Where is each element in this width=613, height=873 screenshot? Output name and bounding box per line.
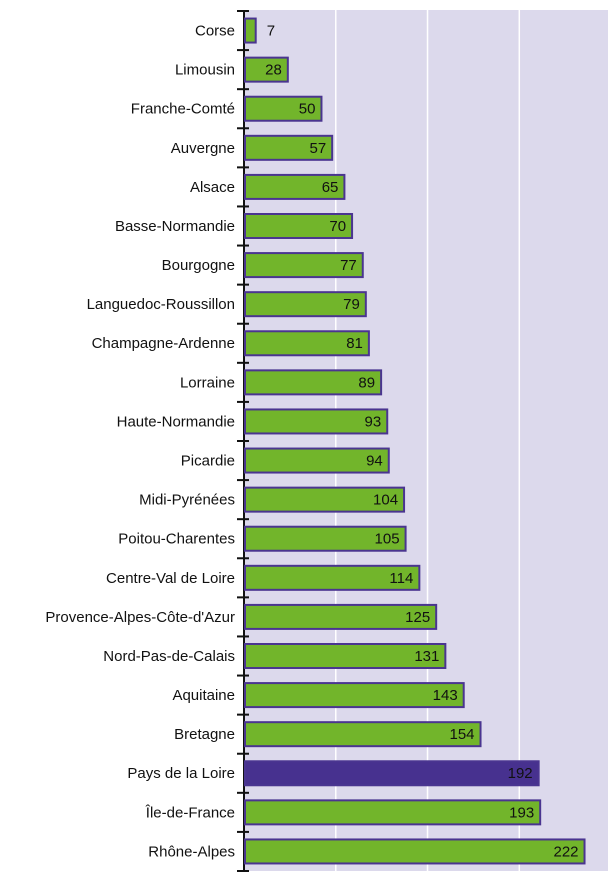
value-label: 94 xyxy=(366,453,383,470)
y-tick-label: Pays de la Loire xyxy=(127,765,235,782)
bar xyxy=(244,56,289,83)
y-tick-label: Bourgogne xyxy=(162,257,235,274)
value-label: 193 xyxy=(509,804,534,821)
y-tick-label: Languedoc-Roussillon xyxy=(87,296,235,313)
value-label: 131 xyxy=(414,648,439,665)
value-label: 50 xyxy=(299,101,316,118)
y-tick-label: Nord-Pas-de-Calais xyxy=(103,648,235,665)
y-tick-label: Alsace xyxy=(190,179,235,196)
bar xyxy=(244,330,370,357)
y-tick-label: Rhône-Alpes xyxy=(148,843,235,860)
bar xyxy=(244,643,447,669)
bar xyxy=(244,447,390,474)
y-tick-label: Centre-Val de Loire xyxy=(106,570,235,587)
y-tick-label: Lorraine xyxy=(180,374,235,391)
y-tick-label: Provence-Alpes-Côte-d'Azur xyxy=(45,609,235,626)
bar xyxy=(244,17,257,44)
bar xyxy=(244,603,438,630)
bar xyxy=(244,682,465,709)
y-tick-label: Midi-Pyrénées xyxy=(139,492,235,509)
y-tick-label: Basse-Normandie xyxy=(115,218,235,235)
y-tick-label: Corse xyxy=(195,23,235,40)
bar xyxy=(244,799,542,826)
value-label: 79 xyxy=(343,296,360,313)
bar xyxy=(244,173,346,200)
bar xyxy=(244,525,407,552)
y-tick-label: Auvergne xyxy=(171,140,235,157)
value-label: 154 xyxy=(449,726,474,743)
bar xyxy=(244,134,334,161)
y-tick-label: Haute-Normandie xyxy=(117,413,235,430)
y-tick-label: Poitou-Charentes xyxy=(118,531,235,548)
value-label: 125 xyxy=(405,609,430,626)
bar xyxy=(244,213,354,239)
y-tick-label: Franche-Comté xyxy=(131,101,235,118)
bar xyxy=(244,486,406,513)
value-label: 222 xyxy=(553,843,578,860)
value-label: 89 xyxy=(358,374,375,391)
bar xyxy=(244,408,389,435)
y-tick-label: Picardie xyxy=(181,453,235,470)
value-label: 105 xyxy=(375,531,400,548)
value-label: 93 xyxy=(365,413,382,430)
value-label: 57 xyxy=(309,140,326,157)
bar xyxy=(244,95,323,122)
value-label: 81 xyxy=(346,335,363,352)
bar xyxy=(244,291,367,318)
value-label: 192 xyxy=(508,765,533,782)
bar xyxy=(244,252,364,279)
y-tick-label: Aquitaine xyxy=(172,687,235,704)
value-label: 70 xyxy=(329,218,346,235)
value-label: 143 xyxy=(433,687,458,704)
bar xyxy=(244,760,540,787)
value-label: 65 xyxy=(322,179,339,196)
bar xyxy=(244,564,421,591)
y-tick-label: Limousin xyxy=(175,62,235,79)
bar xyxy=(244,369,383,396)
y-tick-label: Bretagne xyxy=(174,726,235,743)
value-label: 114 xyxy=(389,570,413,587)
value-label: 7 xyxy=(267,23,275,40)
value-label: 77 xyxy=(340,257,357,274)
bar xyxy=(244,838,586,865)
y-tick-label: Île-de-France xyxy=(145,804,235,821)
value-label: 104 xyxy=(373,492,398,509)
bar xyxy=(244,721,482,748)
value-label: 28 xyxy=(265,62,282,79)
y-tick-label: Champagne-Ardenne xyxy=(92,335,235,352)
